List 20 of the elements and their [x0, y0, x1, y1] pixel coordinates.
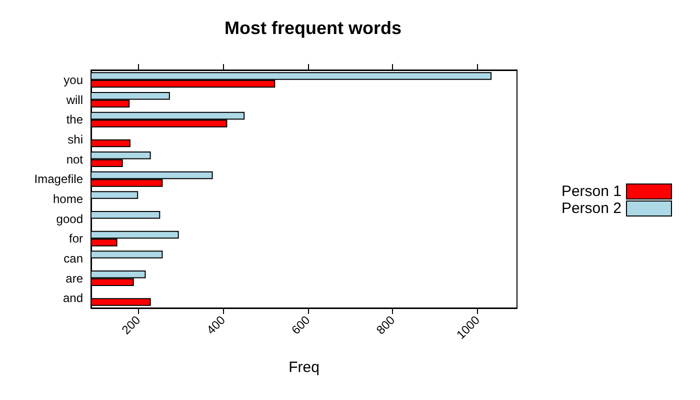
legend-label: Person 1 — [561, 183, 622, 200]
x-tick-label: 800 — [374, 312, 398, 338]
y-tick-label: good — [56, 212, 83, 226]
y-tick-label: will — [65, 92, 83, 107]
legend-label: Person 2 — [561, 200, 622, 217]
y-tick-label: and — [62, 291, 83, 306]
x-tick-label: 200 — [119, 312, 144, 338]
y-tick-label: home — [52, 192, 84, 206]
y-tick-label: can — [64, 251, 83, 266]
y-tick-label: Imagefile — [34, 172, 84, 186]
x-tick-label: 400 — [204, 312, 228, 338]
y-tick-label: not — [66, 152, 84, 166]
y-tick-label: are — [66, 271, 84, 286]
x-axis-title: Freq — [288, 359, 320, 376]
chart-title: Most frequent words — [224, 18, 402, 38]
y-tick-label: shi — [68, 132, 83, 146]
y-tick-label: for — [68, 232, 83, 246]
y-tick-label: the — [66, 112, 84, 127]
y-tick-label: you — [64, 72, 83, 87]
x-tick-label: 600 — [288, 312, 313, 338]
